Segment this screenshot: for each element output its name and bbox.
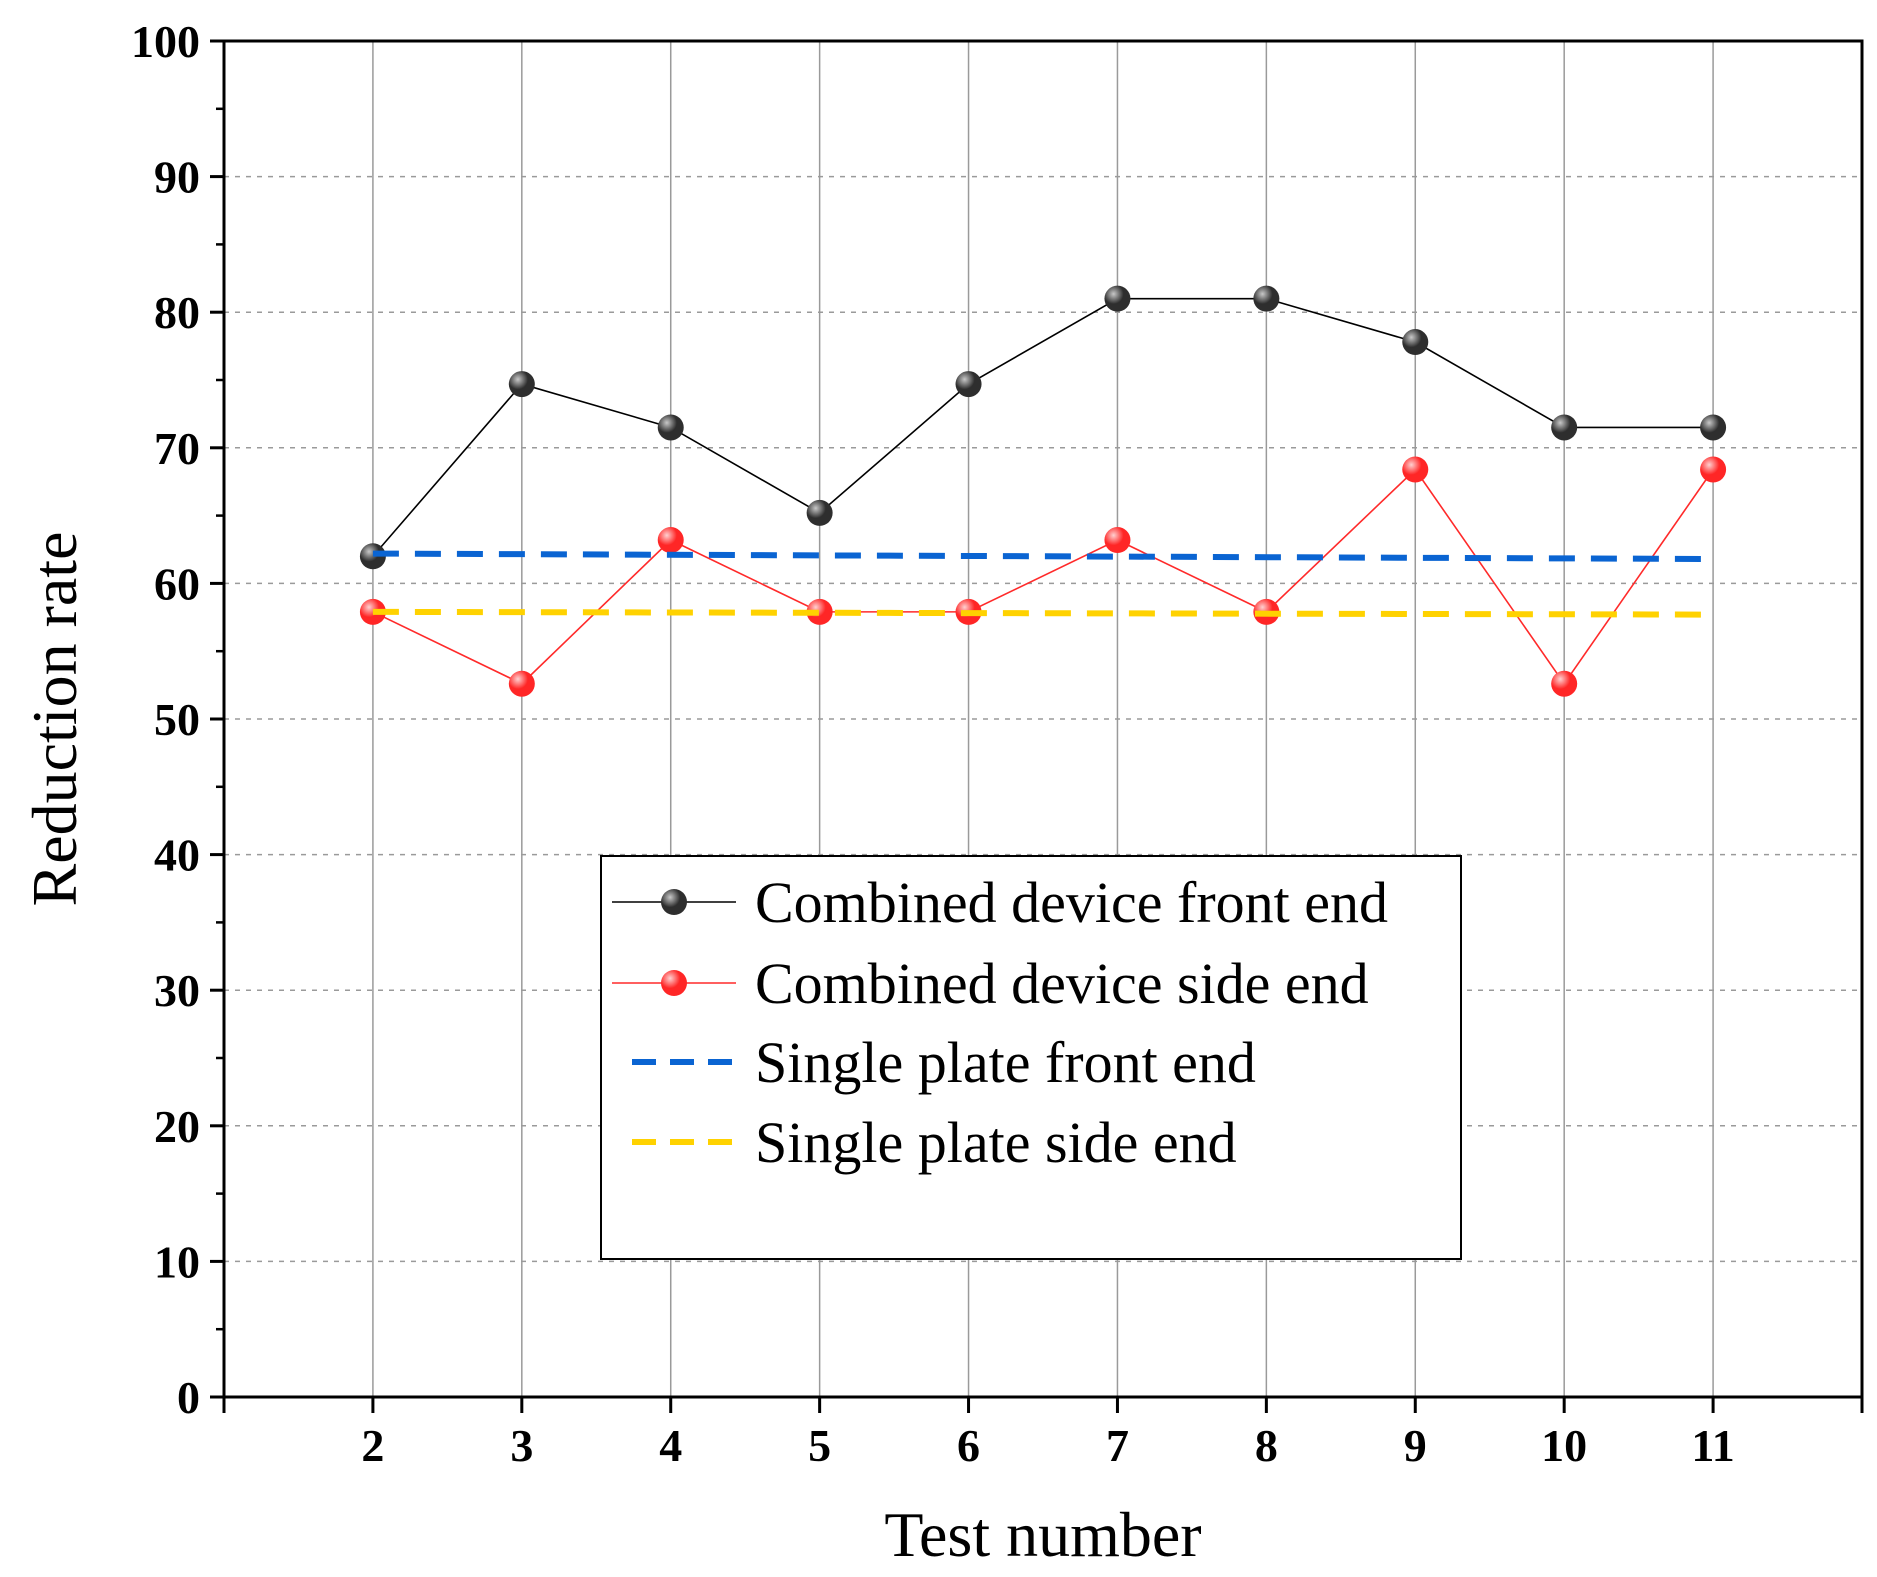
x-tick-label: 11 [1691, 1420, 1734, 1471]
series-line-0 [372, 297, 1714, 557]
legend-box [600, 855, 1462, 1260]
data-point [806, 499, 833, 526]
x-tick-label: 8 [1255, 1420, 1278, 1471]
grid [224, 41, 1862, 1397]
series-line-1 [372, 468, 1714, 686]
y-tick-label: 60 [154, 558, 200, 609]
data-point [508, 371, 535, 398]
data-point [1551, 670, 1578, 697]
series-area [359, 285, 1727, 697]
data-point [657, 414, 684, 441]
x-tick-label: 10 [1541, 1420, 1587, 1471]
data-point [1104, 527, 1131, 554]
data-point [1551, 414, 1578, 441]
y-tick-label: 100 [131, 16, 200, 67]
y-tick-label: 90 [154, 152, 200, 203]
y-tick-label: 40 [154, 830, 200, 881]
data-point [806, 598, 833, 625]
x-tick-label: 4 [659, 1420, 682, 1471]
x-tick-label: 3 [510, 1420, 533, 1471]
y-tick-label: 70 [154, 423, 200, 474]
series-line-2 [372, 550, 1714, 562]
data-point [1700, 414, 1727, 441]
y-tick-label: 80 [154, 287, 200, 338]
x-tick-label: 2 [361, 1420, 384, 1471]
y-tick-label: 10 [154, 1236, 200, 1287]
series-line-3 [372, 608, 1714, 618]
x-tick-label: 6 [957, 1420, 980, 1471]
x-tick-label: 5 [808, 1420, 831, 1471]
y-tick-label: 30 [154, 965, 200, 1016]
data-point [1402, 456, 1429, 483]
y-tick-label: 20 [154, 1101, 200, 1152]
data-point [1104, 285, 1131, 312]
legend-marker [661, 889, 687, 915]
legend-label: Combined device front end [755, 870, 1388, 935]
data-point [508, 670, 535, 697]
legend: Combined device front end Combined device… [600, 855, 1462, 1260]
legend-label: Combined device side end [755, 951, 1369, 1016]
axes: 0 10 20 30 40 50 60 70 80 90 100 2 3 4 5 6 7 8 9 10 11 [131, 16, 1864, 1471]
legend-marker [661, 970, 687, 996]
x-tick-label: 7 [1106, 1420, 1129, 1471]
data-point [1402, 329, 1429, 356]
data-point [1253, 285, 1280, 312]
data-point [657, 527, 684, 554]
data-point [1700, 456, 1727, 483]
x-axis-title: Test number [884, 1499, 1201, 1570]
y-tick-label: 50 [154, 694, 200, 745]
legend-label: Single plate side end [755, 1110, 1237, 1175]
data-point [955, 371, 982, 398]
legend-label: Single plate front end [755, 1030, 1256, 1095]
y-tick-label: 0 [177, 1372, 200, 1423]
y-axis-title: Reduction rate [19, 532, 90, 907]
x-tick-label: 9 [1404, 1420, 1427, 1471]
